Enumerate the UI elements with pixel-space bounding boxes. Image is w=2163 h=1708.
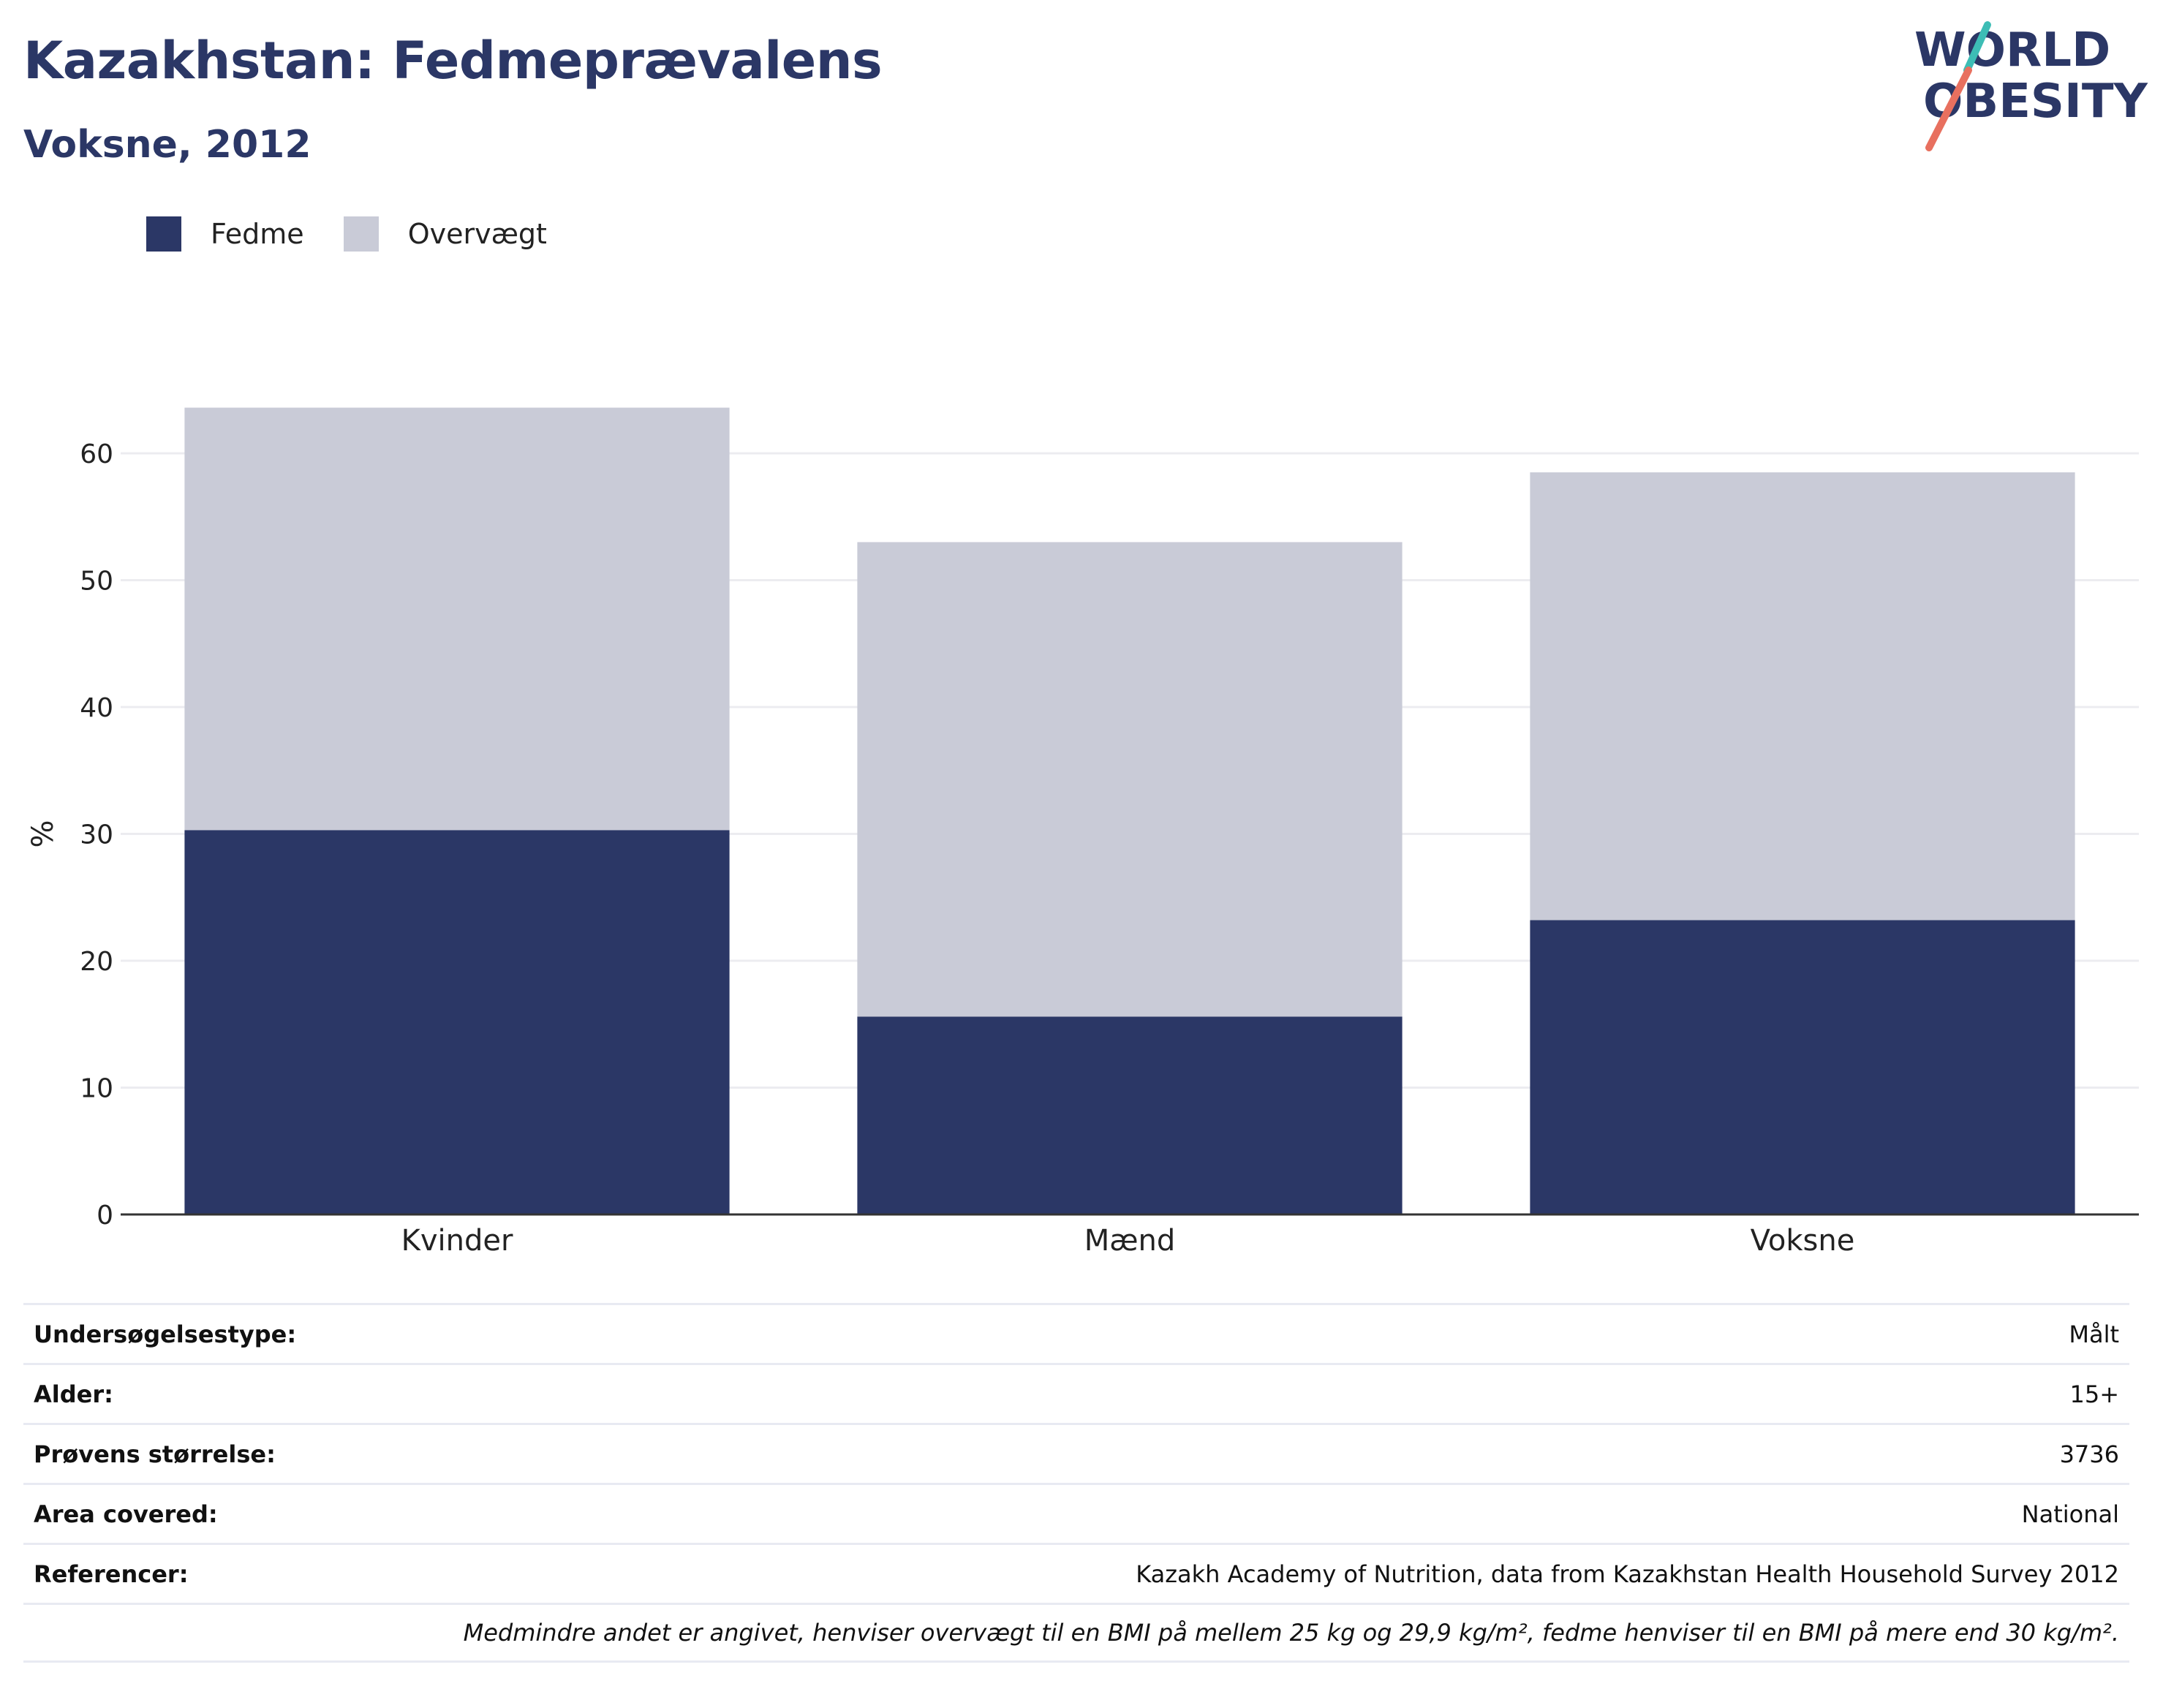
metadata-row-sample-size: Prøvens størrelse: 3736 — [23, 1423, 2129, 1483]
y-tick-label: 10 — [80, 1074, 113, 1104]
world-obesity-logo: WORLD OBESITY — [1914, 21, 2148, 151]
logo-slash-bottom — [1925, 67, 1972, 151]
metadata-table: Undersøgelsestype: Målt Alder: 15+ Prøve… — [23, 1303, 2129, 1663]
y-tick-label: 60 — [80, 439, 113, 469]
metadata-value: National — [2021, 1500, 2119, 1528]
footnote-row: Medmindre andet er angivet, henviser ove… — [23, 1603, 2129, 1663]
bar-fedme-0 — [184, 830, 730, 1214]
y-tick-label: 0 — [97, 1201, 113, 1231]
bar-chart: 0 10 20 30 40 50 60% Kvinder Mænd Voksne — [26, 407, 2139, 1258]
y-tick-label: 50 — [80, 567, 113, 597]
logo-slash-top — [1963, 21, 1991, 74]
y-axis-label: % — [26, 820, 60, 847]
legend-swatch-fedme — [146, 216, 181, 252]
metadata-key: Prøvens størrelse: — [34, 1440, 276, 1468]
x-tick-label: Kvinder — [401, 1224, 513, 1258]
y-tick-label: 40 — [80, 693, 113, 723]
legend-label-fedme: Fedme — [211, 218, 304, 250]
metadata-key: Alder: — [34, 1380, 113, 1408]
y-tick-label: 30 — [80, 820, 113, 850]
metadata-key: Undersøgelsestype: — [34, 1320, 297, 1348]
y-tick-label: 20 — [80, 947, 113, 977]
bar-overv-gt-0 — [184, 407, 730, 831]
legend-item-fedme[interactable]: Fedme — [146, 216, 304, 252]
metadata-value: Kazakh Academy of Nutrition, data from K… — [1136, 1560, 2119, 1588]
metadata-value: 15+ — [2069, 1380, 2119, 1408]
bar-overv-gt-2 — [1530, 472, 2075, 921]
legend-swatch-overvaegt — [343, 216, 379, 252]
metadata-row-area: Area covered: National — [23, 1483, 2129, 1543]
metadata-value: 3736 — [2059, 1440, 2119, 1468]
logo-text-world: WORLD — [1914, 23, 2110, 78]
x-tick-label: Voksne — [1751, 1224, 1855, 1258]
legend: Fedme Overvægt — [146, 216, 586, 252]
metadata-row-age: Alder: 15+ — [23, 1363, 2129, 1423]
metadata-value: Målt — [2069, 1320, 2119, 1348]
legend-item-overvaegt[interactable]: Overvægt — [343, 216, 547, 252]
metadata-key: Referencer: — [34, 1560, 189, 1588]
metadata-row-survey-type: Undersøgelsestype: Målt — [23, 1303, 2129, 1363]
x-tick-label: Mænd — [1084, 1224, 1176, 1258]
logo-text-obesity: OBESITY — [1923, 75, 2148, 129]
chart-subtitle: Voksne, 2012 — [23, 123, 312, 167]
bar-fedme-2 — [1530, 920, 2075, 1214]
chart-title: Kazakhstan: Fedmeprævalens — [23, 31, 883, 91]
bar-fedme-1 — [857, 1016, 1403, 1214]
bar-overv-gt-1 — [857, 542, 1403, 1017]
metadata-key: Area covered: — [34, 1500, 218, 1528]
metadata-row-references: Referencer: Kazakh Academy of Nutrition,… — [23, 1543, 2129, 1603]
legend-label-overvaegt: Overvægt — [407, 218, 547, 250]
footnote: Medmindre andet er angivet, henviser ove… — [463, 1619, 2119, 1647]
